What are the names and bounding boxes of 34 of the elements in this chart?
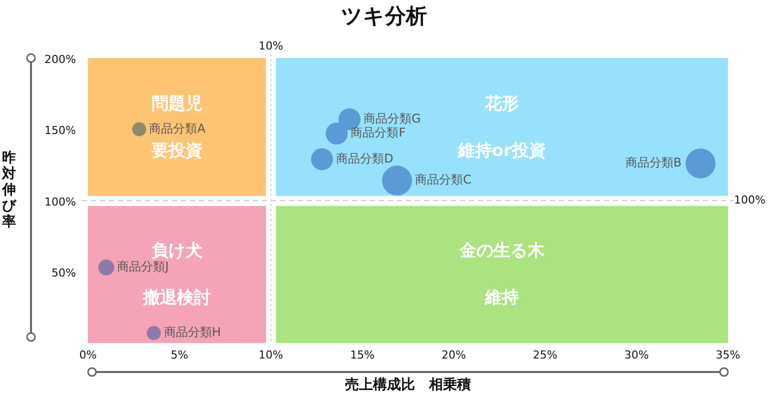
x-tick-label: 30% — [624, 348, 649, 362]
series-label: 商品分類H — [164, 325, 221, 340]
series-label: 商品分類A — [149, 121, 206, 136]
annotation: 維持 — [484, 287, 519, 310]
x-tick-label: 0% — [79, 348, 97, 362]
series-label: 商品分類J — [117, 260, 169, 274]
annotation: 維持or投資 — [458, 140, 546, 162]
x-tick-label: 25% — [532, 348, 558, 362]
annotation: 負け犬 — [151, 240, 202, 262]
y-tick-label: 100% — [44, 195, 76, 208]
x-tick-label: 5% — [170, 348, 188, 362]
series-label: 商品分類F — [350, 126, 406, 140]
annotation: 金の生る木 — [459, 240, 544, 262]
ref-line-label: 100% — [734, 193, 766, 206]
ref-line-label: 10% — [258, 39, 284, 52]
annotation: 花形 — [484, 92, 519, 115]
y-tick-label: 50% — [52, 266, 76, 280]
x-tick-label: 10% — [258, 348, 284, 362]
y-tick-label: 200% — [44, 52, 76, 66]
series-label: 商品分類D — [336, 151, 394, 166]
y-axis-title: 昨対伸び率 — [2, 150, 16, 230]
series-label: 商品分類B — [625, 156, 682, 170]
x-tick-label: 15% — [350, 348, 375, 362]
x-tick-label: 20% — [441, 348, 466, 362]
series-label: 商品分類G — [364, 111, 421, 126]
x-axis-title: 売上構成比 相乗積 — [344, 376, 472, 394]
annotation: 撤退検討 — [142, 287, 211, 310]
quadrant-panel: 金の生る木 維持 — [276, 206, 728, 343]
series-label: 商品分類C — [415, 172, 472, 187]
x-tick-label: 35% — [716, 348, 740, 362]
annotation: 問題児 — [151, 92, 202, 115]
annotation: 要投資 — [151, 140, 202, 162]
chart-title: ツキ分析 — [340, 3, 428, 30]
y-tick-label: 150% — [44, 124, 76, 138]
